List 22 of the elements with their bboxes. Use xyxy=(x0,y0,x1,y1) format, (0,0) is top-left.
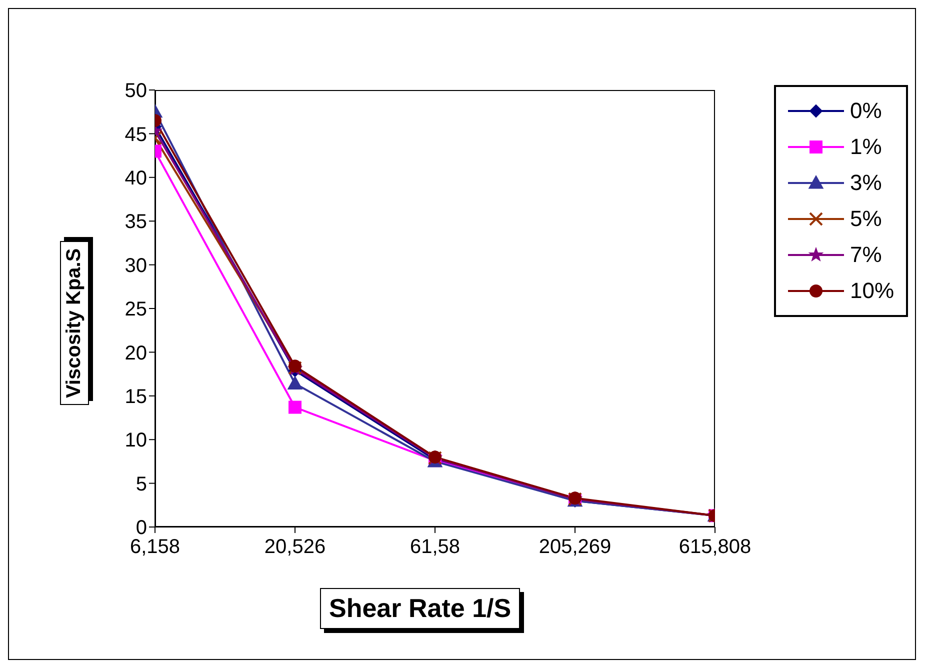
legend-label: 7% xyxy=(850,242,882,268)
y-tick-label: 25 xyxy=(124,298,147,321)
y-tick-label: 30 xyxy=(124,254,147,277)
y-tick-label: 45 xyxy=(124,124,147,146)
x-tick-label: 205,269 xyxy=(538,536,612,558)
x-tick-label: 615,808 xyxy=(678,536,752,558)
legend-label: 3% xyxy=(850,170,882,196)
y-tick-label: 50 xyxy=(124,80,147,102)
legend-label: 10% xyxy=(850,278,894,304)
legend-label: 1% xyxy=(850,134,882,160)
y-axis-title: Viscosity Kpa.S xyxy=(60,241,89,405)
y-tick-label: 10 xyxy=(124,430,147,452)
legend-label: 5% xyxy=(850,206,882,232)
y-tick-label: 20 xyxy=(124,342,147,364)
y-tick-label: 40 xyxy=(124,168,147,190)
y-tick-label: 5 xyxy=(136,473,147,496)
x-axis-title: Shear Rate 1/S xyxy=(320,588,520,629)
x-tick-label: 20,526 xyxy=(264,536,326,558)
legend-label: 0% xyxy=(850,98,882,124)
y-tick-label: 15 xyxy=(124,386,147,408)
x-tick-label: 61,58 xyxy=(410,536,460,558)
y-tick-label: 35 xyxy=(124,211,147,234)
